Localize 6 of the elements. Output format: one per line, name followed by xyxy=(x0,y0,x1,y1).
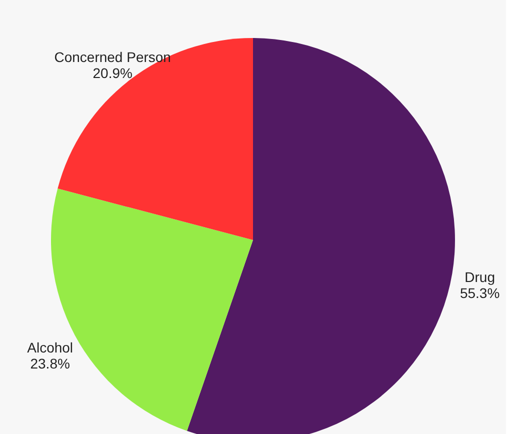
data-label: 20.9% xyxy=(92,64,132,81)
data-label: 55.3% xyxy=(460,285,500,302)
slice-label: Alcohol xyxy=(27,339,74,356)
data-label: 23.8% xyxy=(30,355,70,372)
slice-label: Concerned Person xyxy=(54,48,171,65)
slice-label: Drug xyxy=(464,269,495,286)
